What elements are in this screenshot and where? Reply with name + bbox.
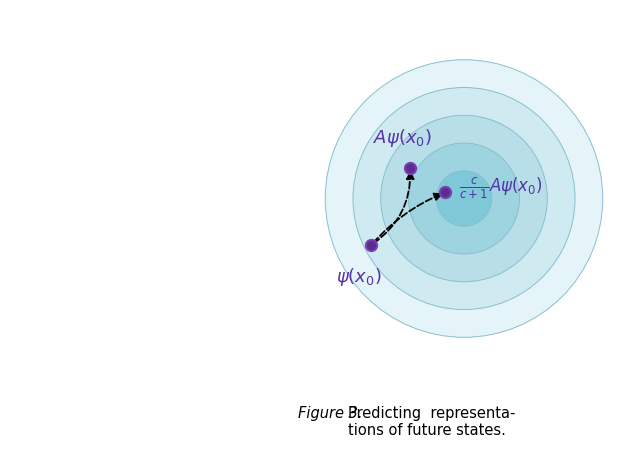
FancyArrowPatch shape: [373, 194, 441, 243]
Point: [366, 242, 376, 249]
Point: [440, 189, 451, 197]
Circle shape: [325, 61, 603, 338]
Circle shape: [381, 116, 547, 282]
FancyArrowPatch shape: [374, 173, 413, 244]
Circle shape: [436, 171, 492, 227]
Text: Predicting  representa-
tions of future states.: Predicting representa- tions of future s…: [348, 405, 515, 438]
Circle shape: [353, 88, 575, 310]
Text: Figure 3.: Figure 3.: [298, 405, 362, 420]
Text: $\psi(x_0)$: $\psi(x_0)$: [337, 265, 382, 287]
Text: $A\psi(x_0)$: $A\psi(x_0)$: [373, 126, 432, 148]
Text: $\frac{c}{c+1}A\psi(x_0)$: $\frac{c}{c+1}A\psi(x_0)$: [460, 175, 543, 201]
Point: [405, 165, 415, 172]
Circle shape: [408, 144, 520, 255]
